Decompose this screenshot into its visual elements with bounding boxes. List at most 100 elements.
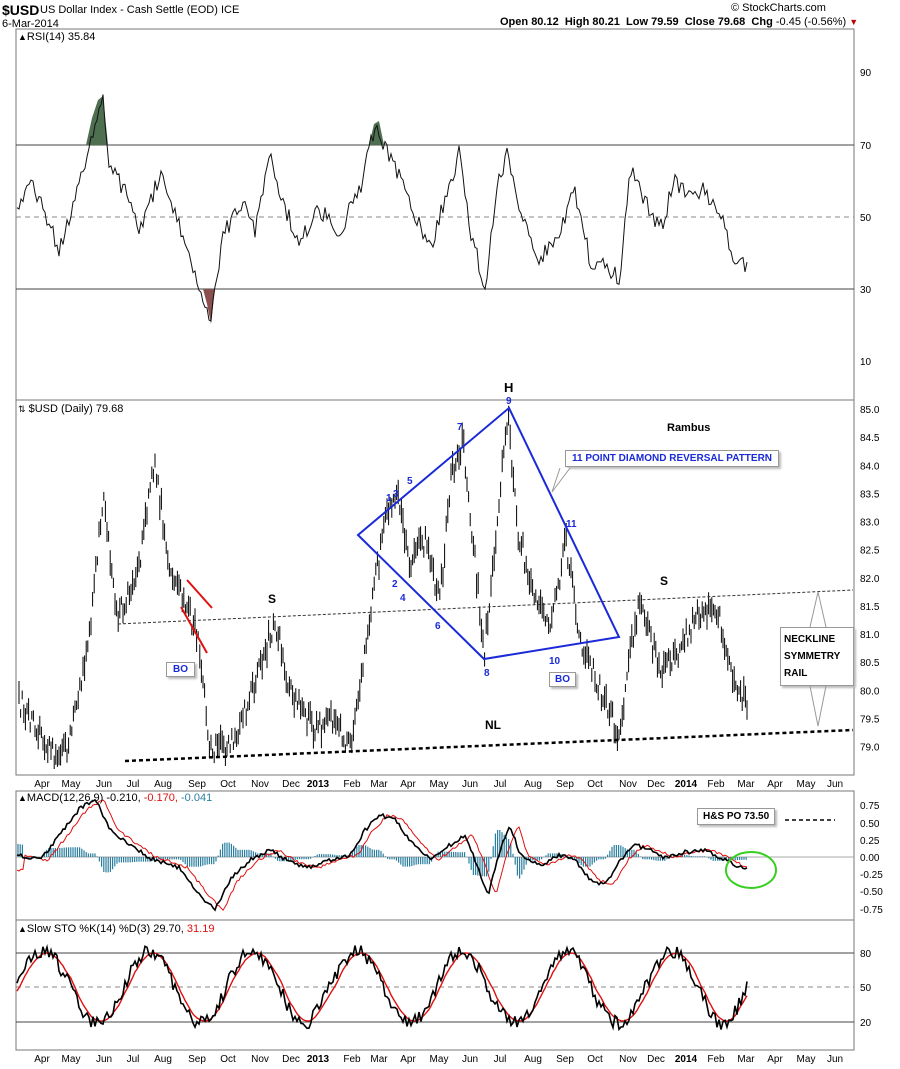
x-tick-label: 2013 [307, 1054, 330, 1065]
diamond-point-6: 6 [435, 621, 441, 632]
diamond-point-11: 11 [566, 519, 577, 530]
sto-label-signal: 31.19 [186, 923, 215, 935]
neckline-line-3: RAIL [784, 668, 808, 679]
high-label: High [564, 16, 590, 28]
neckline-nl-label: NL [485, 718, 501, 732]
lower-neckline [124, 728, 854, 763]
price-tick-label: 83.5 [860, 489, 880, 500]
x-tick-label: Nov [619, 1054, 637, 1065]
price-tick-label: 80.5 [860, 658, 880, 669]
sto-k-line [16, 944, 748, 1032]
macd-label-main: MACD(12,26,9) -0.210, [26, 792, 141, 804]
instrument-title: US Dollar Index - Cash Settle (EOD) [40, 4, 218, 16]
watermark: © StockCharts.com [731, 2, 826, 14]
ohlc-readout: Open 80.12 High 80.21 Low 79.59 Close 79… [500, 16, 858, 28]
rsi-line [16, 94, 748, 322]
diamond-point-4: 4 [400, 593, 406, 604]
rsi-label: ▲RSI(14) 35.84 [18, 31, 96, 43]
x-tick-label: May [797, 779, 816, 790]
upper-neckline [117, 589, 854, 625]
x-tick-label: Apr [400, 1054, 416, 1065]
diamond-point-5: 5 [407, 476, 413, 487]
neckline-box-arrows [809, 591, 827, 727]
price-tick-label: 81.0 [860, 630, 880, 641]
rsi-tick-label: 30 [860, 285, 872, 296]
symbol: $USD [2, 2, 40, 18]
right-shoulder-label: S [660, 574, 669, 588]
x-tick-label: Mar [370, 1054, 388, 1065]
x-tick-label: Oct [587, 1054, 603, 1065]
price-label: ⇅ $USD (Daily) 79.68 [18, 403, 124, 415]
close-value: 79.68 [717, 16, 746, 28]
x-tick-label: Jul [494, 1054, 507, 1065]
exchange: ICE [220, 4, 240, 16]
x-tick-label: 2013 [307, 779, 330, 790]
down-triangle-icon: ▼ [849, 17, 859, 27]
x-tick-label: Aug [154, 1054, 172, 1065]
x-tick-label: Aug [524, 779, 542, 790]
neckline-line-2: SYMMETRY [784, 651, 841, 662]
x-tick-label: Mar [737, 779, 755, 790]
price-tick-label: 81.5 [860, 602, 880, 613]
x-tick-label: Oct [220, 1054, 236, 1065]
x-tick-label: Jun [96, 1054, 112, 1065]
low-label: Low [626, 16, 649, 28]
x-tick-label: Jun [96, 779, 112, 790]
rsi-tick-label: 50 [860, 213, 872, 224]
rsi-tick-label: 70 [860, 141, 872, 152]
x-tick-label: Aug [154, 779, 172, 790]
left-shoulder-label: S [268, 592, 277, 606]
price-tick-label: 79.5 [860, 714, 880, 725]
open-label: Open [500, 16, 529, 28]
x-tick-label: Jul [127, 779, 140, 790]
change-label: Chg [751, 16, 773, 28]
target-box: H&S PO 73.50 [697, 808, 776, 825]
high-value: 80.21 [592, 16, 620, 28]
bo-red-line-2 [180, 606, 208, 654]
sto-panel-frame [15, 919, 855, 1051]
macd-tick-label: 0.75 [860, 801, 880, 812]
x-tick-label: Jun [827, 779, 843, 790]
pattern-callout-pointer [551, 468, 571, 493]
diamond-pattern [356, 406, 621, 661]
rsi-label-text: RSI(14) 35.84 [26, 31, 96, 43]
bo-red-line-1 [186, 579, 213, 609]
x-tick-label: Jun [462, 1054, 478, 1065]
price-tick-label: 82.5 [860, 546, 880, 557]
rsi-tick-label: 10 [860, 357, 872, 368]
x-tick-label: Oct [587, 779, 603, 790]
x-tick-label: Dec [282, 1054, 300, 1065]
bo-right-box: BO [549, 672, 576, 687]
macd-tick-label: -0.25 [860, 870, 883, 881]
x-tick-label: Dec [647, 1054, 665, 1065]
x-tick-label: Feb [343, 1054, 361, 1065]
sto-label-main: Slow STO %K(14) %D(3) 29.70, [26, 923, 184, 935]
macd-tick-label: 0.00 [860, 853, 880, 864]
neckline-symmetry-box: NECKLINE SYMMETRY RAIL [780, 627, 854, 686]
macd-tick-label: 0.50 [860, 819, 880, 830]
change-value: -0.45 (-0.56%) [775, 16, 847, 28]
x-tick-label: Apr [400, 779, 416, 790]
sto-label: ▲Slow STO %K(14) %D(3) 29.70, 31.19 [18, 923, 215, 935]
x-tick-label: Apr [34, 1054, 50, 1065]
x-tick-label: Jun [462, 779, 478, 790]
rsi-panel-frame [15, 28, 855, 401]
x-tick-label: May [797, 1054, 816, 1065]
sto-tick-label: 20 [860, 1018, 872, 1029]
diamond-point-9: 9 [506, 396, 512, 407]
macd-histogram [17, 830, 747, 879]
rsi-overbought-fill-2 [369, 121, 384, 145]
x-tick-label: May [62, 1054, 81, 1065]
x-tick-label: Apr [767, 779, 783, 790]
price-tick-label: 80.0 [860, 686, 880, 697]
price-tick-label: 84.0 [860, 461, 880, 472]
macd-tick-label: -0.50 [860, 887, 883, 898]
macd-line [16, 798, 748, 912]
x-tick-label: Feb [707, 779, 725, 790]
green-circle [725, 851, 777, 889]
x-tick-label: May [62, 779, 81, 790]
price-tick-label: 84.5 [860, 433, 880, 444]
diamond-point-3: 3 [393, 489, 399, 500]
rsi-tick-label: 90 [860, 68, 872, 79]
pattern-callout: 11 POINT DIAMOND REVERSAL PATTERN [565, 450, 780, 467]
